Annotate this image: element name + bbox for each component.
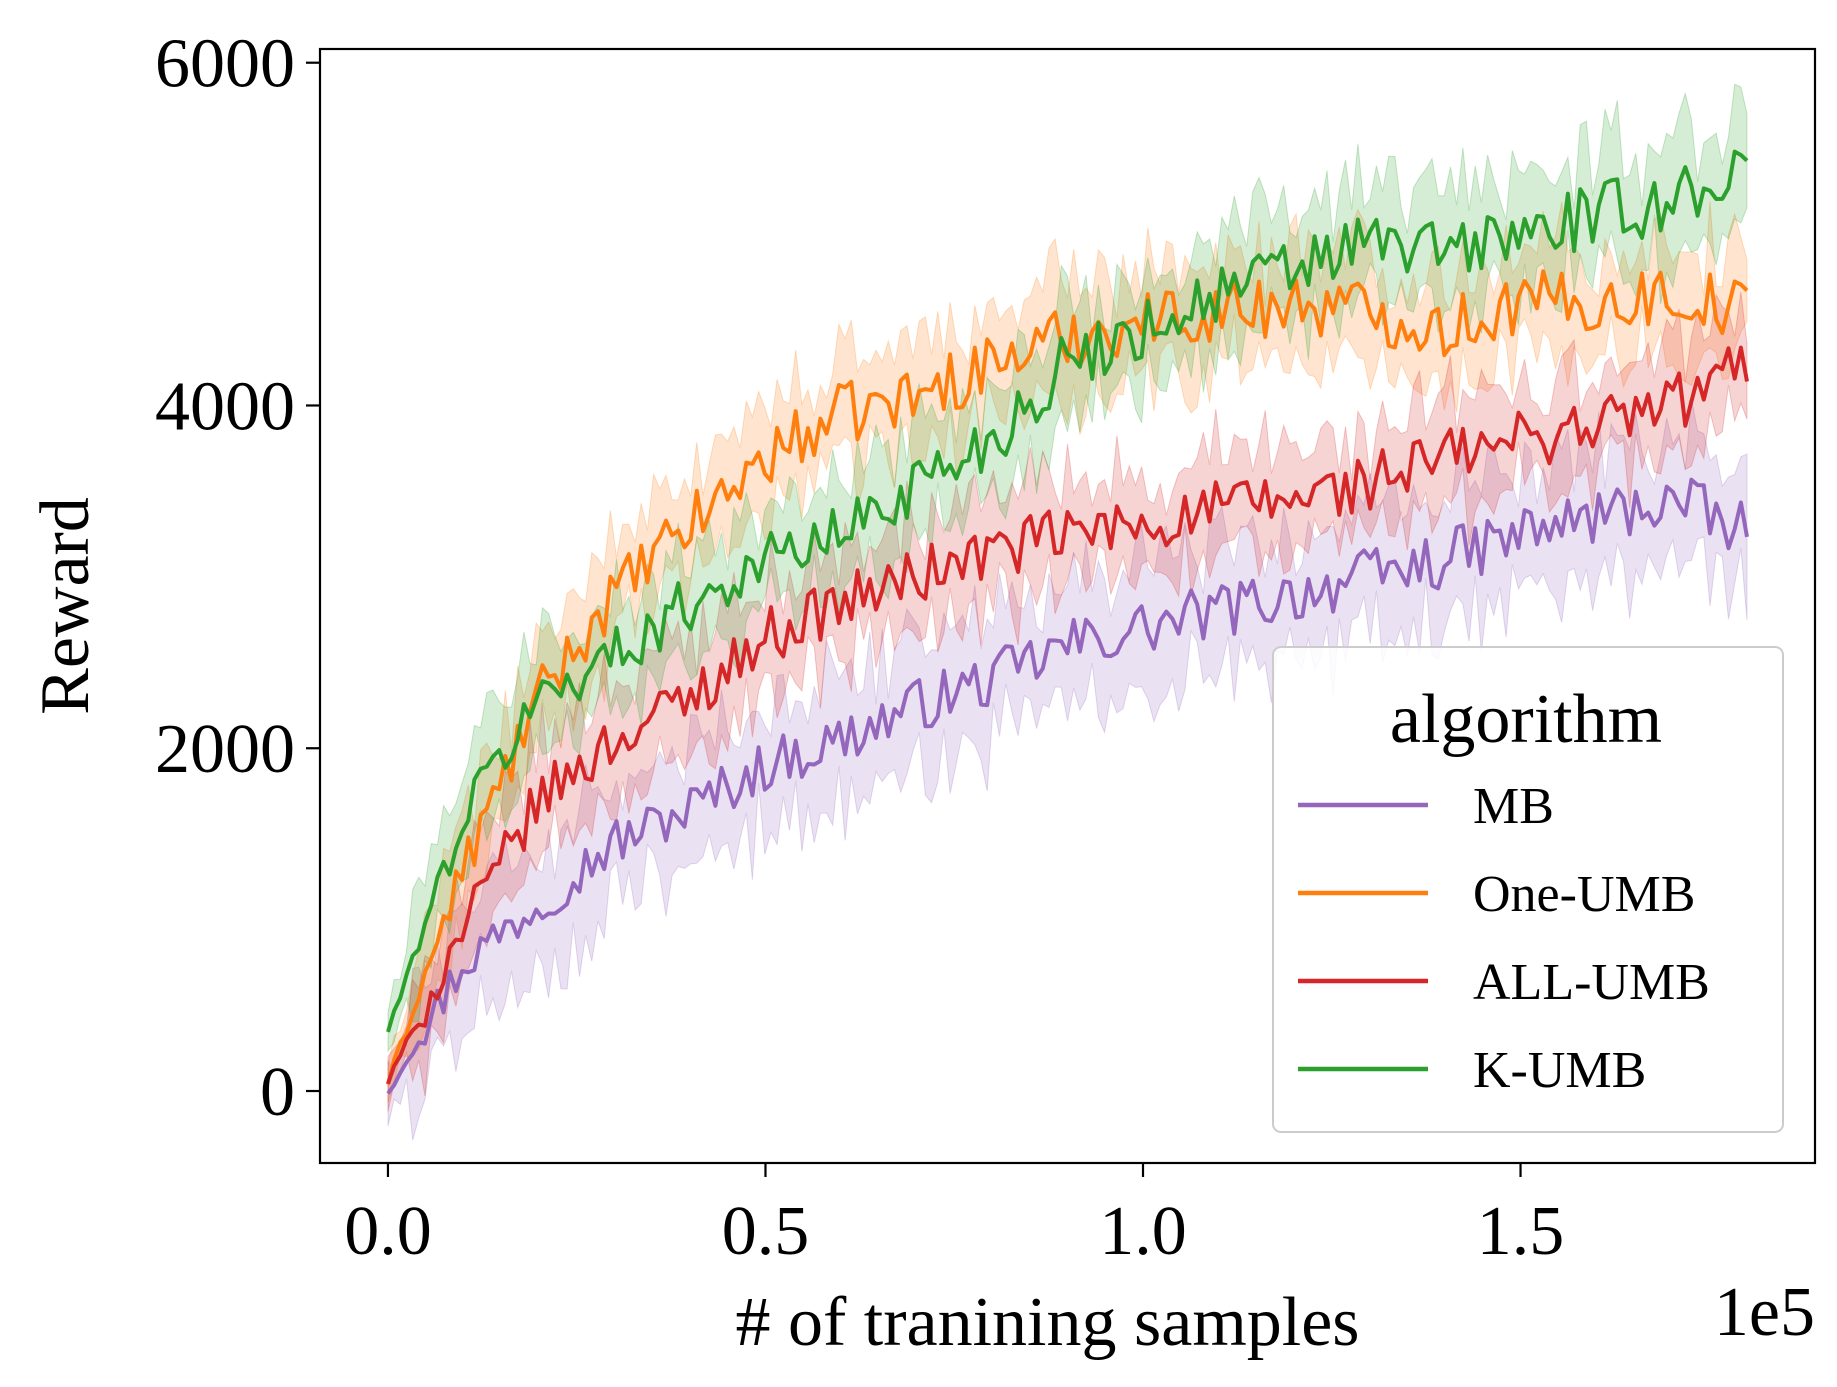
legend-label-all-umb: ALL-UMB [1473, 954, 1710, 1011]
y-tick-label: 0 [260, 1054, 295, 1131]
x-tick-label: 0.5 [722, 1193, 810, 1270]
line-k-umb [386, 149, 1749, 1033]
y-axis-ticks: 0 2000 4000 6000 [155, 26, 320, 1131]
line-one-umb [386, 269, 1749, 1085]
legend-box [1272, 646, 1784, 1133]
plot-frame [318, 47, 1817, 1165]
line-mb [386, 477, 1749, 1095]
legend-title: algorithm [1390, 681, 1662, 758]
legend-label-k-umb: K-UMB [1473, 1042, 1646, 1099]
series-lines [386, 149, 1749, 1095]
x-tick-label: 1.0 [1099, 1193, 1187, 1270]
y-axis-label: Reward [27, 497, 104, 715]
x-axis-offset-label: 1e5 [1714, 1274, 1815, 1351]
x-axis-label: # of tranining samples [735, 1284, 1359, 1361]
legend: algorithm MB One-UMB ALL-UMB K-UMB [1272, 646, 1784, 1133]
x-axis-ticks: 0.0 0.5 1.0 1.5 [344, 1163, 1564, 1270]
line-all-umb [386, 345, 1749, 1085]
x-tick-label: 0.0 [344, 1193, 432, 1270]
x-tick-label: 1.5 [1477, 1193, 1565, 1270]
legend-label-one-umb: One-UMB [1473, 866, 1695, 923]
legend-items: MB One-UMB ALL-UMB K-UMB [1298, 778, 1710, 1099]
y-tick-label: 4000 [155, 368, 295, 445]
y-tick-label: 6000 [155, 26, 295, 103]
y-tick-label: 2000 [155, 711, 295, 788]
legend-label-mb: MB [1473, 778, 1554, 835]
